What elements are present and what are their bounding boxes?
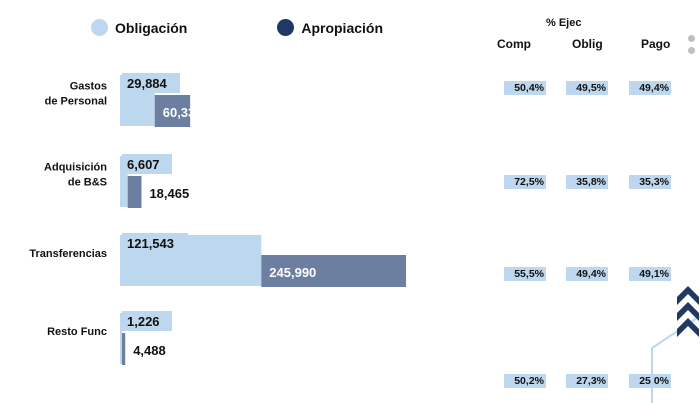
ejecucion-cell: 49,4% <box>566 267 608 281</box>
ejecucion-cell: 35,8% <box>566 175 608 189</box>
data-label-apropiacion: 60,332 <box>163 105 203 120</box>
data-label-obligacion: 1,226 <box>127 314 160 329</box>
category-label: de B&S <box>68 177 107 189</box>
data-label-apropiacion: 4,488 <box>133 343 166 358</box>
legend-item-obligacion: Obligación <box>91 19 187 36</box>
data-label-bg <box>122 311 172 331</box>
scroll-dot[interactable] <box>688 35 695 42</box>
ejecucion-title: % Ejec <box>546 17 582 29</box>
bar-apropiacion <box>127 176 142 208</box>
bar-apropiacion <box>261 255 406 287</box>
column-header-comp: Comp <box>497 37 531 51</box>
category-label: Adquisición <box>44 162 107 174</box>
ejecucion-cell: 50,2% <box>504 374 546 388</box>
data-label-obligacion: 121,543 <box>127 236 174 251</box>
data-label-bg <box>122 154 172 174</box>
legend-label-obligacion: Obligación <box>115 19 188 36</box>
legend-swatch-apropiacion <box>277 19 295 36</box>
legend-label-apropiacion: Apropiación <box>301 19 384 36</box>
ejecucion-cell: 55,5% <box>504 267 546 281</box>
data-label-obligacion: 29,884 <box>127 76 168 91</box>
ejecucion-cell: 49,5% <box>566 81 608 95</box>
category-label: de Personal <box>45 96 107 108</box>
scroll-dot[interactable] <box>688 47 695 54</box>
data-label-obligacion: 6,607 <box>127 157 160 172</box>
column-header-pago: Pago <box>641 37 671 51</box>
bar-obligacion <box>120 156 128 207</box>
legend-item-apropiacion: Apropiación <box>277 19 383 36</box>
data-label-apropiacion: 245,990 <box>269 265 316 280</box>
budget-bar-chart: Gastos de Personal 29,884 60,332 Adquisición… <box>29 73 406 365</box>
bar-obligacion <box>120 313 122 364</box>
bar-apropiacion <box>154 95 191 127</box>
data-label-apropiacion: 18,465 <box>149 186 189 201</box>
data-label-bg <box>122 73 180 93</box>
ejecucion-cell: 49,1% <box>629 267 671 281</box>
column-header-oblig: Oblig <box>572 37 603 51</box>
legend-swatch-obligacion <box>91 19 108 36</box>
category-label: Transferencias <box>29 248 107 260</box>
ejecucion-cell: 50,4% <box>504 81 546 95</box>
category-label: Gastos <box>70 81 107 93</box>
category-label: Resto Func <box>47 326 107 338</box>
ejecucion-cell: 49,4% <box>629 81 671 95</box>
ejecucion-cell: 35,3% <box>629 175 671 189</box>
ejecucion-cell: 27,3% <box>566 374 608 388</box>
data-label-bg <box>122 233 188 253</box>
chart-legend: Obligación Apropiación <box>91 19 473 36</box>
bar-apropiacion <box>122 333 126 365</box>
ejecucion-cell: 72,5% <box>504 175 546 189</box>
ejecucion-cell: 25,0% <box>629 374 671 388</box>
